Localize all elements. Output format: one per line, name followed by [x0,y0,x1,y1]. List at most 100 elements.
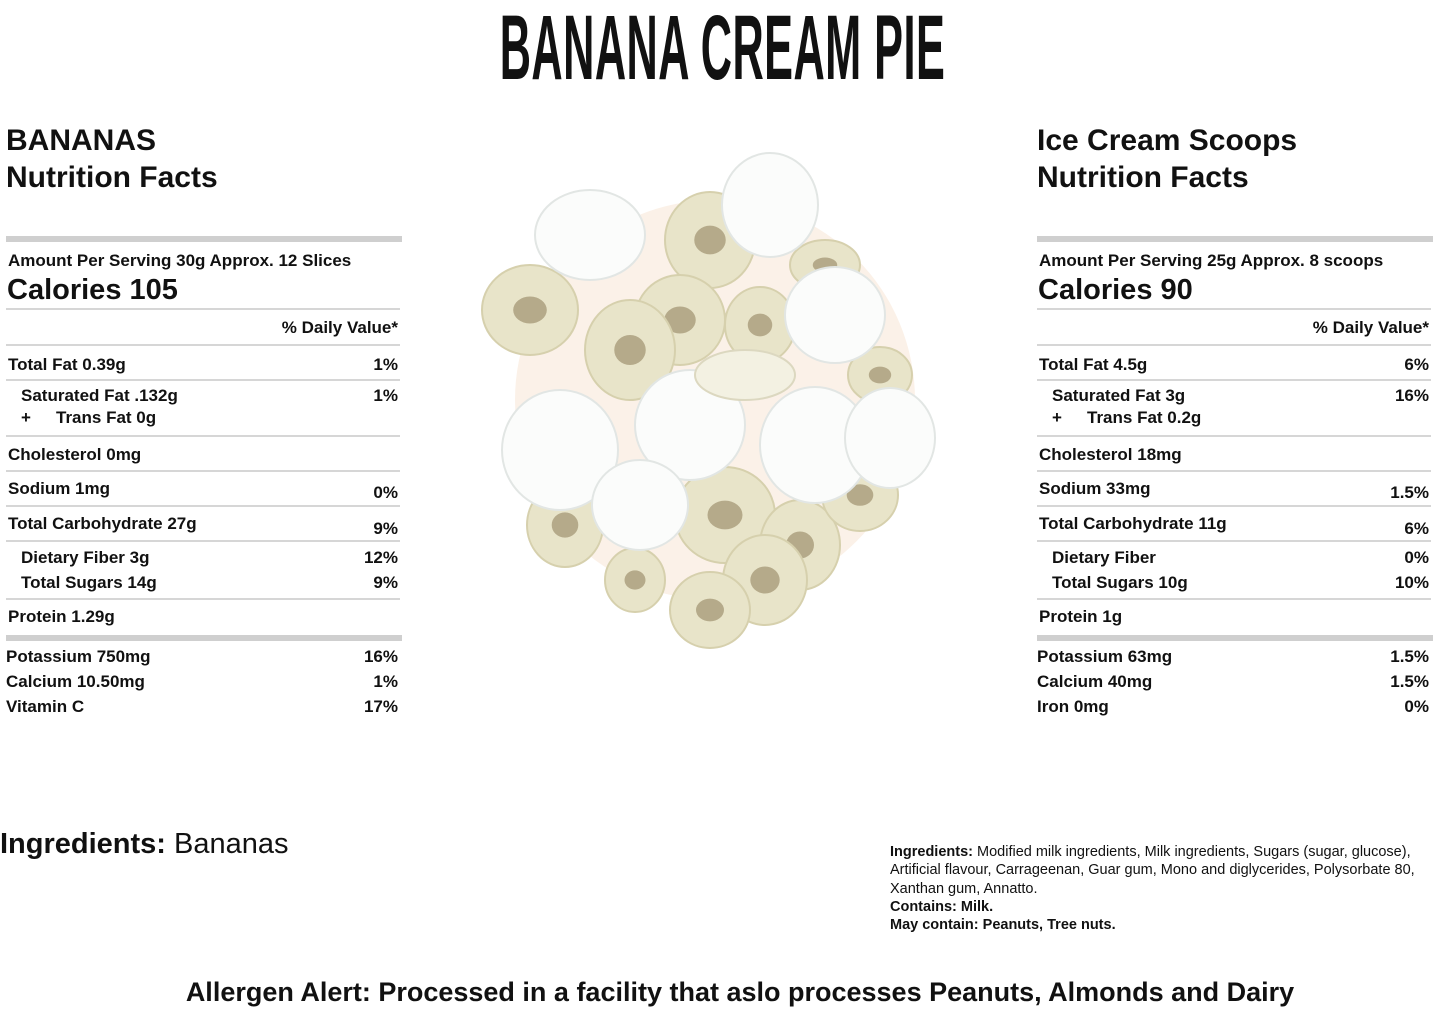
bananas-ingredients: Ingredients: Bananas [0,828,289,861]
nutrient-label: Total Carbohydrate 11g [1039,514,1227,533]
divider [6,540,400,542]
banana-slice [694,349,796,401]
ingredients-label: Ingredients: [0,828,166,860]
nutrient-label: Protein 1.29g [8,607,115,626]
nutrient-label: Cholesterol 18mg [1039,445,1182,464]
contains-text: Contains: Milk. [890,898,994,915]
banana-center [694,225,726,255]
row-prefix: + [1052,408,1062,427]
daily-value-header: % Daily Value* [281,318,398,337]
divider [1037,379,1431,381]
calories: Calories 105 [7,274,178,306]
divider [1037,598,1431,600]
nutrient-value: 10% [1394,573,1429,592]
divider-thick [6,236,402,242]
nutrient-value: 6% [1404,519,1429,538]
banana-center [750,566,780,594]
banana-center [614,335,646,365]
nutrient-value: 0% [1404,697,1429,716]
divider-thick [6,635,402,641]
divider [1037,308,1431,310]
divider [1037,505,1431,507]
nutrient-label: Trans Fat 0.2g [1087,408,1202,427]
divider [1037,470,1431,472]
may-contain-text: May contain: Peanuts, Tree nuts. [890,917,1116,934]
nutrient-value: 1% [373,386,398,405]
nutrient-label: Trans Fat 0g [56,408,157,427]
ice-cream-scoop [534,189,646,281]
nutrient-value: 1.5% [1390,483,1429,502]
banana-center [551,512,579,538]
nutrient-label: Saturated Fat .132g [21,386,178,405]
banana-center [696,598,724,622]
nutrient-label: Saturated Fat 3g [1052,386,1186,405]
banana-center [624,570,646,590]
divider [6,598,400,600]
ingredients-label: Ingredients: [890,844,973,860]
divider [1037,540,1431,542]
divider [1037,344,1431,346]
nutrient-value: 16% [1394,386,1429,405]
nutrient-value: 6% [1404,355,1429,374]
nutrient-label: Potassium 750mg [6,647,151,666]
nutrient-label: Total Sugars 14g [21,573,157,592]
ingredients-text: Bananas [165,828,289,860]
banana-center [868,366,892,384]
ingredients-text: Modified milk ingredients, Milk ingredie… [890,844,1415,897]
divider [6,505,400,507]
ice-cream-scoop [784,266,886,364]
nutrient-label: Total Fat 0.39g [8,355,126,374]
ice-cream-scoop [501,389,619,511]
nutrient-value: 1% [373,672,398,691]
nutrient-label: Calcium 40mg [1037,672,1153,691]
daily-value-header: % Daily Value* [1312,318,1429,337]
bananas-nutrition-panel: BANANAS Nutrition Facts Amount Per Serving… [6,0,402,740]
banana-center [707,500,743,530]
nutrient-label: Calcium 10.50mg [6,672,145,691]
serving-size: Amount Per Serving 30g Approx. 12 Slices [8,251,352,270]
divider [6,344,400,346]
nutrient-value: 9% [373,519,398,538]
page-title: BANANA CREAM PIE [499,0,946,99]
banana-center [664,306,696,334]
panel-heading: BANANAS [6,124,156,157]
nutrient-label: Sodium 33mg [1039,479,1151,498]
panel-subheading: Nutrition Facts [6,161,218,194]
nutrient-label: Sodium 1mg [8,479,111,498]
banana-center [747,313,773,337]
row-prefix: + [21,408,31,427]
nutrient-label: Vitamin C [6,697,85,716]
calories: Calories 90 [1038,274,1193,306]
product-photo [481,152,936,649]
nutrient-value: 0% [1404,548,1429,567]
allergen-alert: Allergen Alert: Processed in a facility … [185,977,1295,1007]
ice-cream-scoop [634,369,746,481]
nutrient-label: Dietary Fiber [1052,548,1156,567]
ice-cream-ingredients: Ingredients: Modified milk ingredients, … [890,843,1445,934]
divider [6,470,400,472]
nutrient-value: 12% [363,548,398,567]
panel-subheading: Nutrition Facts [1037,161,1249,194]
ice-cream-nutrition-panel: Ice Cream Scoops Nutrition Facts Amount Pe… [1037,0,1433,740]
nutrient-value: 1% [373,355,398,374]
ice-cream-scoop [721,152,819,258]
nutrient-label: Protein 1g [1039,607,1123,626]
nutrient-value: 1.5% [1390,672,1429,691]
divider-thick [1037,236,1433,242]
nutrient-value: 17% [363,697,398,716]
nutrient-value: 9% [373,573,398,592]
ice-cream-scoop [591,459,689,551]
nutrient-value: 16% [363,647,398,666]
nutrient-label: Total Fat 4.5g [1039,355,1148,374]
divider [6,435,400,437]
nutrient-label: Potassium 63mg [1037,647,1173,666]
panel-heading: Ice Cream Scoops [1037,124,1298,157]
divider [1037,435,1431,437]
serving-size: Amount Per Serving 25g Approx. 8 scoops [1039,251,1384,270]
nutrient-value: 1.5% [1390,647,1429,666]
nutrient-label: Dietary Fiber 3g [21,548,150,567]
nutrient-label: Total Carbohydrate 27g [8,514,197,533]
nutrient-value: 0% [373,483,398,502]
divider [6,379,400,381]
nutrient-label: Total Sugars 10g [1052,573,1188,592]
